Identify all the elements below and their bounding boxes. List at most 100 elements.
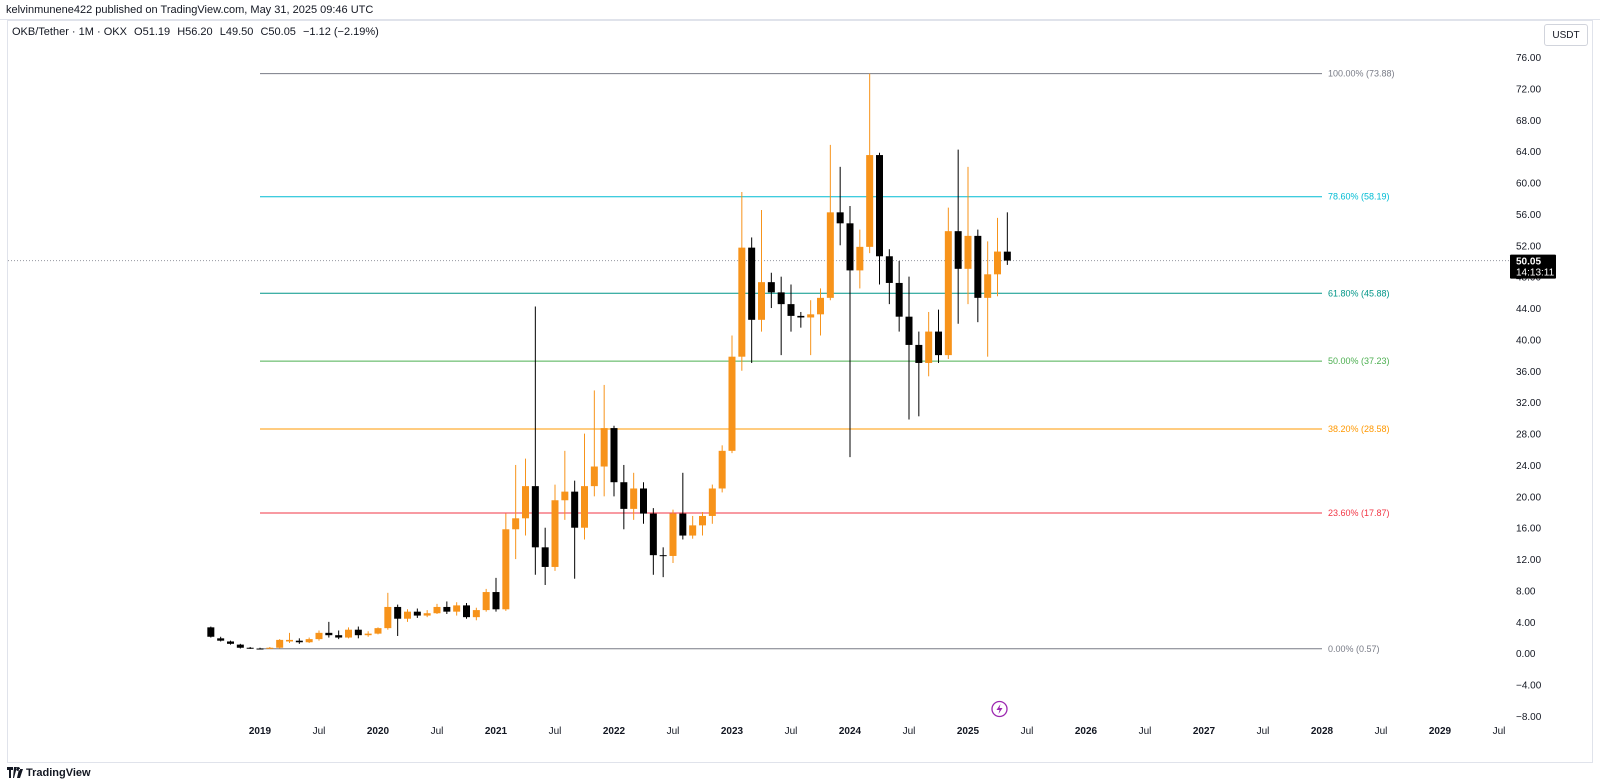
candle-body[interactable]	[571, 491, 579, 528]
candle-body[interactable]	[266, 647, 274, 649]
candle-body[interactable]	[286, 639, 293, 642]
candle-body[interactable]	[640, 488, 647, 514]
candle-body[interactable]	[689, 525, 697, 536]
candle-body[interactable]	[925, 331, 933, 363]
candle-body[interactable]	[964, 235, 972, 269]
candle-body[interactable]	[797, 315, 805, 318]
candle-body[interactable]	[590, 466, 598, 487]
candle-body[interactable]	[728, 356, 736, 451]
candle-body[interactable]	[522, 486, 529, 519]
candle-body[interactable]	[846, 223, 854, 271]
candle-body[interactable]	[748, 247, 756, 320]
legend-symbol[interactable]: OKB/Tether	[12, 26, 69, 38]
x-tick-label: 2023	[721, 726, 744, 737]
candle-body[interactable]	[246, 647, 254, 649]
candle-body[interactable]	[502, 529, 510, 610]
candle-body[interactable]	[325, 632, 333, 636]
candle-body[interactable]	[482, 592, 490, 611]
x-tick-label: 2029	[1429, 726, 1452, 737]
legend-change: −1.12 (−2.19%)	[303, 26, 379, 38]
candle-body[interactable]	[295, 640, 303, 643]
candle-body[interactable]	[866, 155, 874, 247]
candle-body[interactable]	[217, 638, 225, 641]
candle-body[interactable]	[826, 212, 834, 298]
candle-body[interactable]	[453, 605, 461, 612]
x-tick-label: Jul	[667, 726, 680, 737]
candle-body[interactable]	[551, 500, 559, 567]
candle-body[interactable]	[541, 547, 549, 567]
candle-body[interactable]	[236, 644, 244, 648]
candle-body[interactable]	[630, 488, 638, 509]
price-tag-value: 50.05	[1516, 257, 1541, 268]
candle-body[interactable]	[885, 256, 893, 283]
footer-brand[interactable]: TradingView	[7, 762, 91, 783]
candle-body[interactable]	[935, 331, 942, 356]
candle-body[interactable]	[276, 639, 284, 648]
candle-body[interactable]	[944, 231, 952, 356]
candle-body[interactable]	[836, 212, 844, 224]
candle-body[interactable]	[659, 555, 667, 557]
price-tag-countdown: 14:13:11	[1516, 268, 1555, 279]
candle-body[interactable]	[974, 235, 982, 298]
candle-body[interactable]	[649, 513, 657, 556]
candle-body[interactable]	[413, 611, 421, 616]
candle-body[interactable]	[472, 610, 480, 618]
candle-body[interactable]	[600, 428, 608, 467]
candle-body[interactable]	[315, 632, 323, 640]
candle-body[interactable]	[669, 513, 677, 556]
candle-body[interactable]	[620, 482, 628, 509]
symbol-legend[interactable]: OKB/Tether · 1M · OKX O51.19 H56.20 L49.…	[12, 26, 379, 38]
currency-button[interactable]: USDT	[1544, 24, 1588, 46]
y-tick-label: −8.00	[1516, 712, 1542, 723]
candle-body[interactable]	[954, 231, 962, 269]
candle-body[interactable]	[856, 246, 864, 271]
candle-body[interactable]	[463, 605, 470, 618]
fib-level-label: 100.00% (73.88)	[1328, 69, 1395, 79]
candle-body[interactable]	[895, 282, 903, 317]
candle-body[interactable]	[512, 518, 520, 530]
candle-body[interactable]	[905, 316, 913, 345]
candle-body[interactable]	[787, 304, 795, 316]
candle-body[interactable]	[394, 606, 402, 619]
y-tick-label: 72.00	[1516, 84, 1541, 95]
candle-body[interactable]	[531, 486, 539, 548]
candle-body[interactable]	[817, 297, 824, 315]
candle-body[interactable]	[404, 611, 411, 619]
candle-body[interactable]	[699, 515, 706, 526]
candle-body[interactable]	[433, 606, 441, 614]
candle-body[interactable]	[227, 641, 234, 644]
candle-body[interactable]	[364, 633, 372, 636]
candle-body[interactable]	[384, 606, 392, 629]
candle-body[interactable]	[807, 314, 815, 318]
candle-body[interactable]	[305, 639, 313, 643]
candle-body[interactable]	[738, 247, 746, 357]
candle-body[interactable]	[443, 606, 451, 612]
candle-body[interactable]	[374, 628, 382, 634]
candle-body[interactable]	[758, 282, 765, 320]
y-tick-label: 20.00	[1516, 492, 1541, 503]
candle-body[interactable]	[994, 251, 1001, 275]
candle-body[interactable]	[561, 491, 569, 501]
candle-body[interactable]	[708, 488, 716, 516]
fib-level-label: 78.60% (58.19)	[1328, 192, 1390, 202]
candle-body[interactable]	[335, 635, 343, 638]
candle-body[interactable]	[354, 629, 362, 636]
x-tick-label: Jul	[1493, 726, 1506, 737]
candle-body[interactable]	[984, 274, 992, 298]
candle-body[interactable]	[581, 486, 588, 528]
candle-body[interactable]	[718, 450, 726, 489]
candle-body[interactable]	[423, 613, 431, 616]
y-tick-label: 60.00	[1516, 179, 1541, 190]
candle-body[interactable]	[876, 155, 883, 257]
candle-body[interactable]	[492, 592, 500, 610]
candle-body[interactable]	[679, 513, 687, 536]
candle-body[interactable]	[256, 648, 264, 650]
candle-body[interactable]	[777, 292, 785, 305]
candle-body[interactable]	[915, 344, 923, 363]
candle-body[interactable]	[610, 428, 618, 483]
candle-body[interactable]	[1003, 251, 1011, 261]
candle-body[interactable]	[207, 627, 215, 637]
candle-body[interactable]	[345, 629, 352, 638]
candle-body[interactable]	[767, 282, 775, 293]
